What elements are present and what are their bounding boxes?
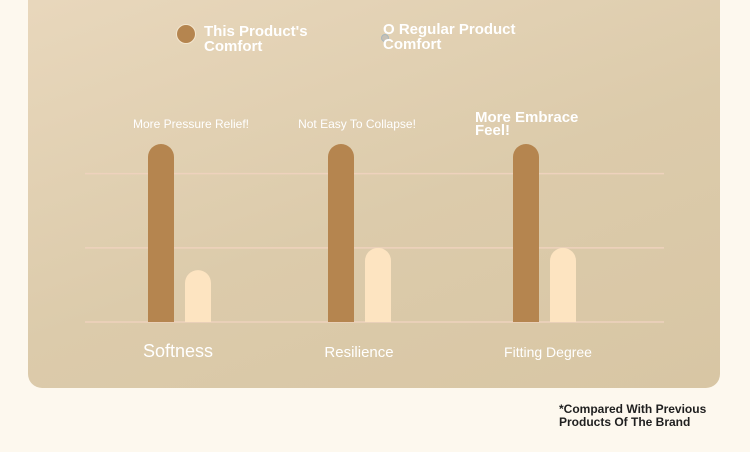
footnote: *Compared With Previous Products Of The … bbox=[559, 402, 707, 429]
x-tick-label: Resilience bbox=[324, 344, 393, 361]
legend-label-this-product: This Product's Comfort bbox=[204, 23, 308, 55]
bar-this-product-1 bbox=[328, 144, 354, 322]
legend-dot-small-icon bbox=[381, 34, 389, 42]
bar-regular-product-2 bbox=[550, 247, 576, 322]
annotation-label: Not Easy To Collapse! bbox=[298, 117, 416, 131]
bar-regular-product-0 bbox=[185, 270, 211, 322]
bar-regular-product-1 bbox=[365, 247, 391, 322]
legend-item-regular-product: O Regular Product Comfort bbox=[383, 22, 518, 52]
legend-label-regular-product: O Regular Product Comfort bbox=[383, 21, 516, 53]
bar-this-product-2 bbox=[513, 144, 539, 322]
x-tick-label: Softness bbox=[143, 341, 213, 361]
bar-this-product-0 bbox=[148, 144, 174, 322]
chart-panel bbox=[28, 0, 720, 388]
annotation-label: More Pressure Relief! bbox=[133, 117, 249, 131]
annotation-label: More Embrace Feel! bbox=[475, 109, 578, 139]
x-tick-label: Fitting Degree bbox=[504, 344, 592, 360]
legend-dot-icon bbox=[176, 24, 196, 44]
legend-item-this-product: This Product's Comfort bbox=[176, 24, 339, 54]
